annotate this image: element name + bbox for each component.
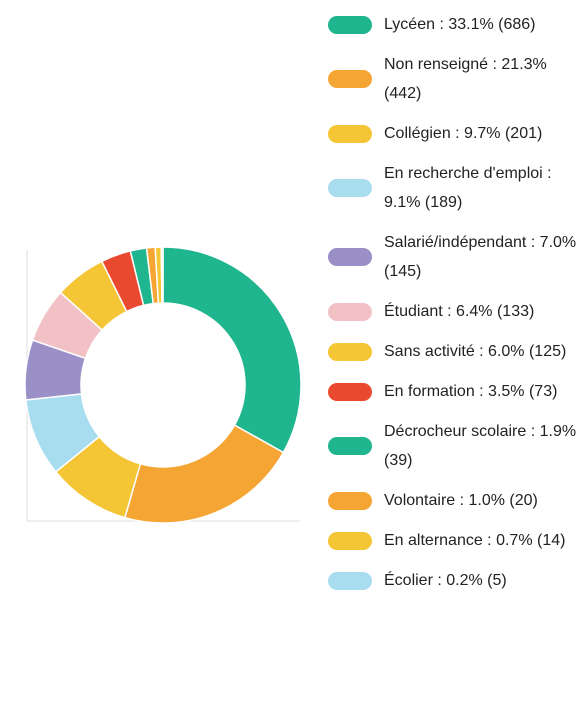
legend-swatch (328, 437, 372, 455)
legend-label: Non renseigné : 21.3% (442) (384, 56, 547, 102)
legend-swatch (328, 571, 372, 590)
legend-swatch (328, 179, 372, 197)
legend-swatch (328, 302, 372, 321)
legend-item: Écolier : 0.2% (5) (328, 566, 584, 595)
legend-swatch (328, 70, 372, 88)
legend-label: En formation : 3.5% (73) (384, 383, 558, 400)
legend-item: Sans activité : 6.0% (125) (328, 337, 584, 366)
legend-label: En alternance : 0.7% (14) (384, 532, 566, 549)
legend-label: Décrocheur scolaire : 1.9% (39) (384, 423, 577, 469)
legend-label: Salarié/indépendant : 7.0% (145) (384, 234, 577, 280)
legend-item: Étudiant : 6.4% (133) (328, 297, 584, 326)
legend-item: Volontaire : 1.0% (20) (328, 486, 584, 515)
legend-swatch (328, 382, 372, 401)
legend-label: En recherche d'emploi : 9.1% (189) (384, 165, 552, 211)
legend-item: En alternance : 0.7% (14) (328, 526, 584, 555)
legend-item: Non renseigné : 21.3% (442) (328, 50, 584, 108)
legend: Lycéen : 33.1% (686) Non renseigné : 21.3… (328, 10, 584, 595)
donut-slice (160, 246, 164, 304)
legend-swatch (328, 531, 372, 550)
legend-label: Collégien : 9.7% (201) (384, 125, 543, 142)
legend-swatch (328, 15, 372, 34)
legend-item: Décrocheur scolaire : 1.9% (39) (328, 417, 584, 475)
legend-item: Collégien : 9.7% (201) (328, 119, 584, 148)
legend-label: Volontaire : 1.0% (20) (384, 492, 538, 509)
chart (24, 246, 302, 524)
donut-slice (123, 424, 285, 524)
legend-label: Lycéen : 33.1% (686) (384, 16, 536, 33)
legend-label: Écolier : 0.2% (5) (384, 572, 507, 589)
legend-swatch (328, 248, 372, 266)
legend-item: Salarié/indépendant : 7.0% (145) (328, 228, 584, 286)
donut-slice (162, 246, 302, 454)
legend-item: Lycéen : 33.1% (686) (328, 10, 584, 39)
legend-item: En formation : 3.5% (73) (328, 377, 584, 406)
legend-swatch (328, 342, 372, 361)
legend-label: Sans activité : 6.0% (125) (384, 343, 567, 360)
legend-label: Étudiant : 6.4% (133) (384, 303, 535, 320)
legend-swatch (328, 491, 372, 510)
legend-item: En recherche d'emploi : 9.1% (189) (328, 159, 584, 217)
legend-swatch (328, 124, 372, 143)
